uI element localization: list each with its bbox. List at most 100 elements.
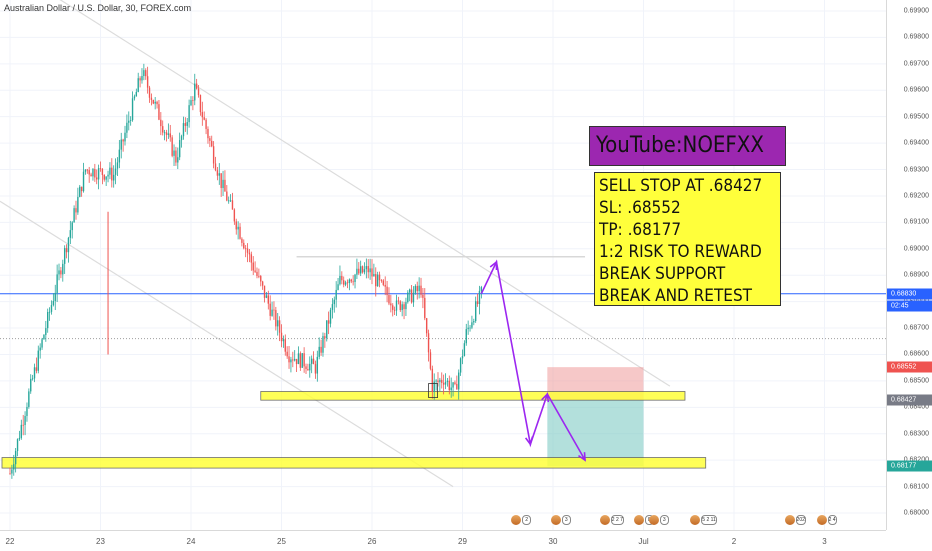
candle-body	[380, 280, 383, 281]
candle-body	[107, 174, 109, 177]
flag-icon	[816, 514, 827, 525]
time-tick-label: 3	[822, 537, 827, 546]
time-axis[interactable]: 22 23 24 25 26 29 30 Jul 2 3	[0, 530, 886, 551]
candle-body	[224, 179, 226, 192]
flag-icon	[633, 514, 644, 525]
candle-body	[329, 309, 332, 324]
price-chart[interactable]	[0, 0, 886, 530]
candle-body	[376, 274, 379, 287]
candle-body	[156, 101, 158, 105]
candle-body	[24, 415, 26, 426]
price-axis[interactable]: 0.69900 0.69800 0.69700 0.69600 0.69500 0.694…	[886, 0, 932, 530]
candle-body	[231, 200, 234, 210]
price-tick-label: 0.69800	[903, 33, 929, 41]
candle-body	[425, 318, 428, 334]
price-tick-label: 0.69500	[903, 113, 929, 121]
candle-body	[248, 252, 251, 255]
flag-icon	[648, 514, 659, 525]
candle-body	[474, 301, 477, 322]
candle-body	[124, 132, 126, 142]
time-tick-label: 2	[731, 537, 737, 546]
economic-event[interactable]: 3	[550, 514, 571, 525]
time-tick-label: Jul	[638, 537, 649, 546]
candle-body	[246, 248, 249, 253]
candle-body	[99, 168, 102, 170]
candle-body	[33, 367, 36, 379]
candle-body	[80, 186, 83, 192]
candle-body	[167, 133, 170, 135]
candle-body	[31, 378, 34, 380]
economic-event[interactable]: 2 4	[816, 514, 837, 525]
economic-event[interactable]: 202	[784, 514, 806, 525]
candle-body	[318, 346, 320, 357]
candle-body	[207, 128, 209, 139]
candle-body	[82, 171, 85, 192]
candle-body	[401, 304, 403, 311]
candle-body	[433, 381, 435, 392]
candle-body	[367, 266, 369, 273]
price-tick-label: 0.68300	[903, 430, 929, 438]
candle-body	[409, 289, 411, 293]
candle-body	[339, 275, 341, 285]
economic-event[interactable]: 2	[511, 514, 532, 525]
candle-body	[103, 174, 105, 180]
candle-body	[458, 372, 460, 390]
candle-body	[163, 132, 166, 134]
economic-event[interactable]: 5 2 11	[690, 514, 717, 525]
signal-line: BREAK AND RETEST	[599, 286, 752, 306]
candle-body	[135, 91, 138, 97]
candle-body	[354, 274, 356, 282]
candle-body	[356, 268, 358, 275]
candle-body	[101, 168, 104, 175]
channel-upper-line	[59, 0, 671, 387]
candle-body	[133, 96, 136, 99]
candle-body	[184, 123, 187, 126]
candle-body	[131, 98, 134, 121]
candle-body	[28, 391, 30, 407]
candle-body	[277, 320, 279, 327]
candle-body	[129, 120, 132, 121]
event-count: 202	[795, 514, 806, 525]
candle-body	[395, 300, 398, 311]
candle-body	[18, 437, 21, 440]
candle-body	[373, 274, 375, 277]
candle-body	[273, 309, 275, 311]
candle-body	[67, 237, 70, 253]
candle-body	[212, 146, 215, 164]
candle-body	[69, 230, 72, 238]
candle-body	[397, 300, 400, 302]
event-count: 3	[659, 514, 669, 525]
economic-event[interactable]: 3	[648, 514, 669, 525]
price-tick-label: 0.69000	[903, 245, 929, 253]
candle-body	[222, 179, 224, 189]
time-tick-label: 22	[5, 537, 15, 546]
candle-body	[418, 285, 420, 292]
candle-body	[331, 304, 334, 310]
candle-body	[150, 97, 153, 100]
candle-body	[352, 281, 354, 283]
candle-body	[420, 285, 422, 295]
candle-body	[26, 406, 28, 416]
candle-body	[50, 305, 53, 312]
candle-body	[192, 100, 194, 101]
candle-body	[254, 270, 256, 272]
candle-body	[79, 186, 81, 197]
candle-body	[45, 328, 47, 336]
candle-body	[365, 266, 368, 270]
event-count: 3	[561, 514, 571, 525]
flag-icon	[784, 514, 795, 525]
flag-icon	[511, 514, 522, 525]
candle-body	[114, 168, 117, 175]
candle-body	[305, 366, 307, 370]
candle-body	[195, 83, 198, 89]
economic-event[interactable]: 2 2 7	[599, 514, 624, 525]
candle-body	[282, 339, 285, 342]
candle-body	[350, 279, 352, 282]
price-tick-label: 0.69100	[903, 218, 929, 226]
candle-body	[48, 311, 51, 313]
candle-body	[141, 76, 143, 81]
candle-body	[118, 149, 121, 163]
candle-body	[47, 312, 49, 329]
candle-body	[56, 274, 58, 293]
